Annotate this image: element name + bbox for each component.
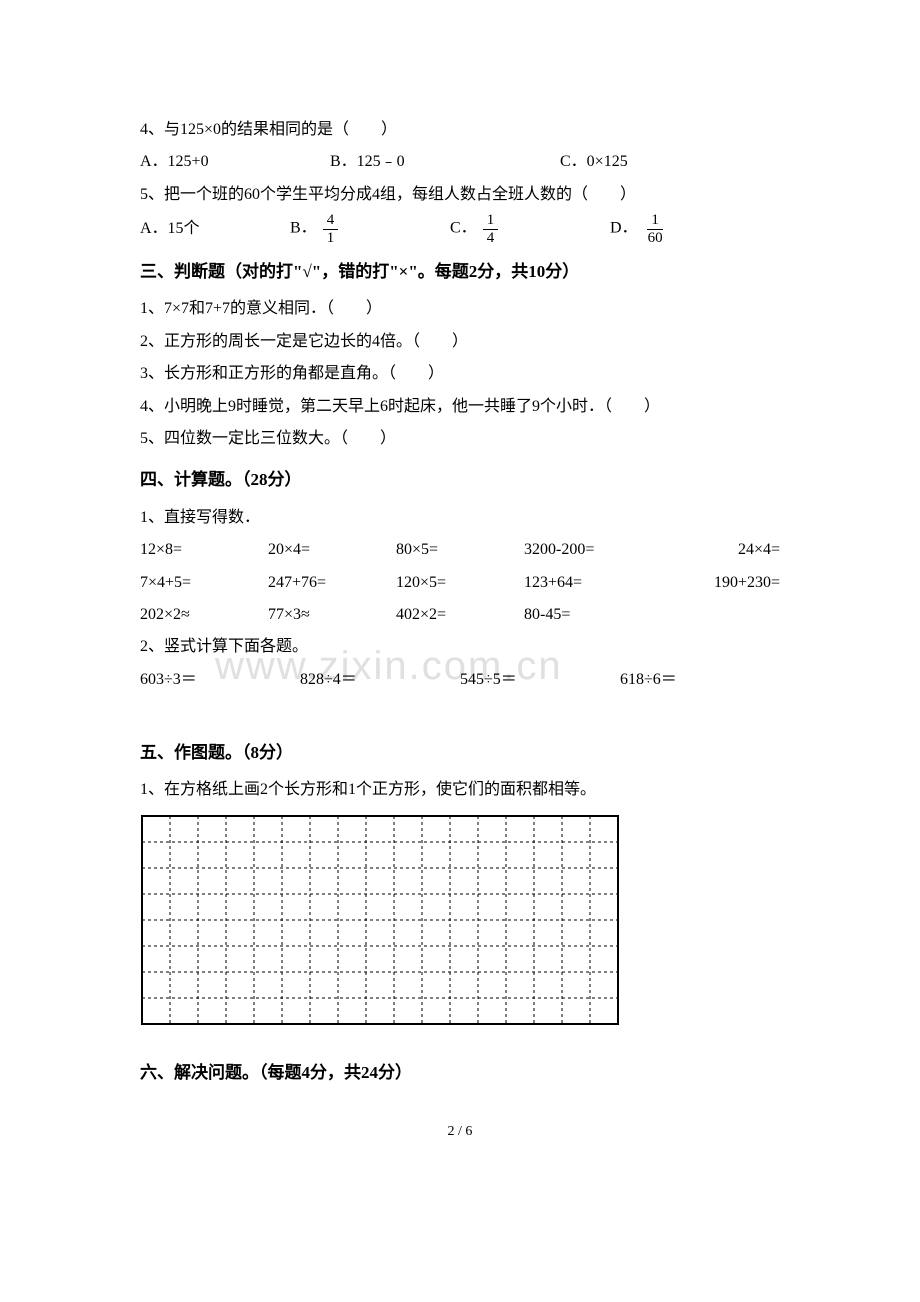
q5-b-fraction: 4 1 [323, 212, 339, 246]
section-4-sub1: 1、直接写得数． [140, 503, 780, 533]
section-6-heading: 六、解决问题。（每题4分，共24分） [140, 1057, 780, 1089]
section-5-q1: 1、在方格纸上画2个长方形和1个正方形，使它们的面积都相等。 [140, 775, 780, 805]
calc-r3-c1: 202×2≈ [140, 600, 268, 630]
calc-r4-c4: 618÷6＝ [620, 665, 780, 695]
question-5-options: A．15个 B． 4 1 C． 1 4 D． 1 60 [140, 212, 780, 246]
section-5-heading: 五、作图题。（8分） [140, 737, 780, 769]
question-4-text: 4、与125×0的结果相同的是（ ） [140, 115, 780, 145]
q4-option-b: B．125﹣0 [330, 147, 560, 177]
calc-r1-c3: 80×5= [396, 535, 524, 565]
page-content: www.zixin.com.cn 4、与125×0的结果相同的是（ ） A．12… [140, 115, 780, 1146]
q5-b-den: 1 [323, 230, 339, 247]
q4-option-c: C．0×125 [560, 147, 628, 177]
section-4-heading: 四、计算题。（28分） [140, 464, 780, 496]
calc-r2-c1: 7×4+5= [140, 568, 268, 598]
calc-r3-c4: 80-45= [524, 600, 652, 630]
q5-c-fraction: 1 4 [483, 212, 499, 246]
calc-r1-c4: 3200-200= [524, 535, 652, 565]
calc-r2-c4: 123+64= [524, 568, 652, 598]
calc-r2-c2: 247+76= [268, 568, 396, 598]
q5-option-d: D． 1 60 [610, 212, 669, 246]
section-3-q5: 5、四位数一定比三位数大。（ ） [140, 424, 780, 454]
section-3-heading: 三、判断题（对的打"√"，错的打"×"。每题2分，共10分） [140, 256, 780, 288]
calc-r4-c2: 828÷4＝ [300, 665, 460, 695]
calc-r2-c3: 120×5= [396, 568, 524, 598]
q5-option-a: A．15个 [140, 214, 290, 244]
q5-c-den: 4 [483, 230, 499, 247]
section-3-q4: 4、小明晚上9时睡觉，第二天早上6时起床，他一共睡了9个小时．（ ） [140, 392, 780, 422]
question-5-text: 5、把一个班的60个学生平均分成4组，每组人数占全班人数的（ ） [140, 180, 780, 210]
q5-c-num: 1 [483, 212, 499, 230]
calc-row-1: 12×8= 20×4= 80×5= 3200-200= 24×4= [140, 535, 780, 565]
page-footer: 2 / 6 [140, 1119, 780, 1146]
calc-r4-c3: 545÷5＝ [460, 665, 620, 695]
q5-d-fraction: 1 60 [644, 212, 667, 246]
calc-row-4: 603÷3＝ 828÷4＝ 545÷5＝ 618÷6＝ [140, 665, 780, 695]
calc-row-2: 7×4+5= 247+76= 120×5= 123+64= 190+230= [140, 568, 780, 598]
calc-r2-c5: 190+230= [652, 568, 780, 598]
q5-b-num: 4 [323, 212, 339, 230]
q5-b-prefix: B． [290, 220, 317, 237]
calc-r1-c5: 24×4= [652, 535, 780, 565]
q5-option-c: C． 1 4 [450, 212, 610, 246]
calc-r3-c2: 77×3≈ [268, 600, 396, 630]
grid-paper [140, 814, 620, 1026]
calc-r1-c2: 20×4= [268, 535, 396, 565]
q5-option-b: B． 4 1 [290, 212, 450, 246]
question-4-options: A．125+0 B．125﹣0 C．0×125 [140, 147, 780, 177]
section-3-q3: 3、长方形和正方形的角都是直角。（ ） [140, 359, 780, 389]
q5-c-prefix: C． [450, 220, 477, 237]
q5-d-prefix: D． [610, 220, 638, 237]
section-3-q1: 1、7×7和7+7的意义相同．（ ） [140, 294, 780, 324]
calc-r3-c3: 402×2= [396, 600, 524, 630]
section-4-sub2: 2、竖式计算下面各题。 [140, 632, 780, 662]
calc-row-3: 202×2≈ 77×3≈ 402×2= 80-45= [140, 600, 780, 630]
q5-d-den: 60 [644, 230, 667, 247]
calc-r4-c1: 603÷3＝ [140, 665, 300, 695]
q4-option-a: A．125+0 [140, 147, 330, 177]
section-3-q2: 2、正方形的周长一定是它边长的4倍。（ ） [140, 327, 780, 357]
calc-r1-c1: 12×8= [140, 535, 268, 565]
q5-d-num: 1 [647, 212, 663, 230]
calc-r3-c5 [652, 600, 780, 630]
